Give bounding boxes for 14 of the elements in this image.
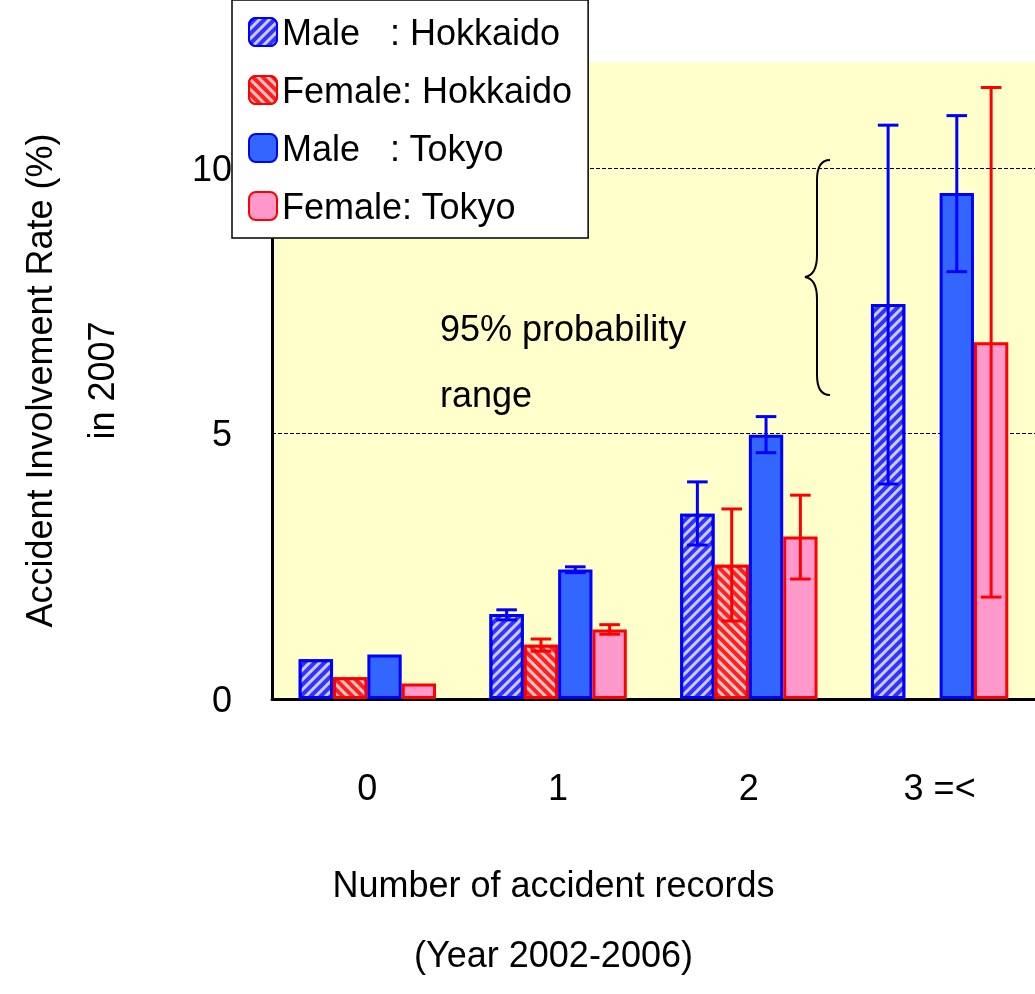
y-tick-label: 0	[211, 678, 232, 720]
y-axis-title: Accident Involvement Rate (%) in 2007	[18, 133, 122, 628]
legend-label: Female: Hokkaido	[282, 69, 573, 111]
x-tick-label: 0	[357, 766, 378, 808]
legend-label: Female: Tokyo	[282, 185, 516, 227]
legend-label: Male : Tokyo	[282, 127, 504, 169]
annotation: 95% probability range	[440, 307, 697, 415]
y-tick-label: 5	[211, 413, 232, 455]
x-tick-label: 3 =<	[903, 766, 976, 808]
x-tick-label: 1	[548, 766, 569, 808]
y-tick-label: 10	[191, 147, 232, 189]
legend-label: Male : Hokkaido	[282, 11, 561, 53]
x-tick-label: 2	[738, 766, 759, 808]
x-axis-title: Number of accident records (Year 2002-2006)	[332, 863, 775, 975]
